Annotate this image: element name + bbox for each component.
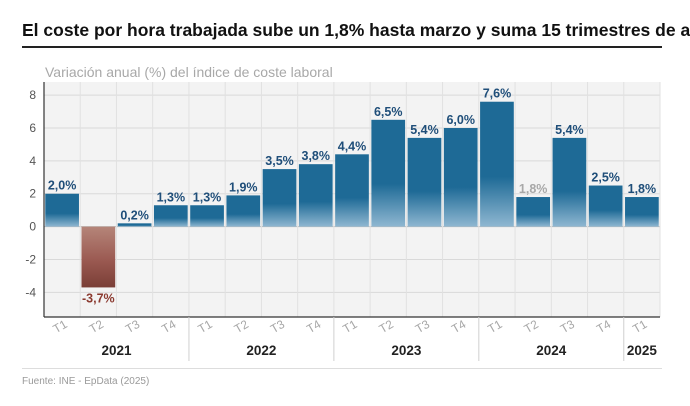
- data-label: 5,4%: [410, 123, 439, 137]
- data-label: -3,7%: [82, 291, 115, 305]
- x-tick-label: T4: [159, 317, 178, 336]
- bar: [443, 128, 478, 227]
- x-tick-label: T2: [522, 317, 541, 336]
- data-label: 2,5%: [591, 171, 620, 185]
- x-tick-label: T1: [485, 317, 504, 336]
- data-label: 4,4%: [338, 139, 367, 153]
- bar: [371, 119, 406, 227]
- data-label: 1,3%: [157, 190, 186, 204]
- x-tick-label: T1: [195, 317, 214, 336]
- y-tick-label: -2: [25, 252, 36, 266]
- x-tick-label: T1: [340, 317, 359, 336]
- data-label: 0,2%: [120, 208, 149, 222]
- data-label: 6,0%: [446, 113, 475, 127]
- data-label: 2,0%: [48, 179, 77, 193]
- bar: [262, 169, 297, 227]
- bar: [226, 195, 261, 227]
- bar: [117, 223, 152, 227]
- data-label: 7,6%: [483, 87, 512, 101]
- x-tick-label: T2: [377, 317, 396, 336]
- bar: [480, 101, 514, 227]
- year-label: 2024: [536, 343, 567, 358]
- bar: [552, 137, 587, 227]
- x-tick-label: T1: [630, 317, 649, 336]
- year-label: 2021: [101, 343, 132, 358]
- y-tick-label: 8: [29, 88, 36, 102]
- footer-rule: [22, 368, 662, 369]
- x-tick-label: T1: [51, 317, 70, 336]
- year-label: 2025: [627, 343, 658, 358]
- bar: [516, 197, 551, 227]
- source-note: Fuente: INE - EpData (2025): [22, 376, 150, 387]
- bar: [335, 154, 369, 227]
- x-tick-label: T4: [594, 317, 613, 336]
- bar: [298, 164, 333, 227]
- y-tick-label: 6: [29, 121, 36, 135]
- bar: [45, 193, 79, 227]
- y-tick-label: -4: [25, 285, 36, 299]
- y-tick-label: 2: [29, 187, 36, 201]
- title-rule: [22, 46, 662, 48]
- x-tick-label: T3: [123, 317, 142, 336]
- year-label: 2022: [246, 343, 276, 358]
- year-label: 2023: [391, 343, 422, 358]
- x-tick-label: T2: [232, 317, 251, 336]
- x-tick-label: T4: [449, 317, 468, 336]
- data-label: 1,8%: [519, 182, 548, 196]
- bar: [625, 197, 659, 227]
- x-tick-label: T3: [413, 317, 432, 336]
- chart-subtitle: Variación anual (%) del índice de coste …: [45, 64, 333, 80]
- data-label: 5,4%: [555, 123, 584, 137]
- x-tick-label: T2: [87, 317, 106, 336]
- bar: [407, 137, 442, 227]
- data-label: 1,8%: [628, 182, 657, 196]
- chart-title: El coste por hora trabajada sube un 1,8%…: [22, 20, 690, 40]
- data-label: 3,8%: [302, 149, 331, 163]
- bar: [81, 226, 116, 288]
- data-label: 3,5%: [265, 154, 294, 168]
- x-tick-label: T3: [558, 317, 577, 336]
- data-label: 1,9%: [229, 180, 258, 194]
- bar: [588, 185, 623, 227]
- y-tick-label: 0: [29, 220, 36, 234]
- bar: [153, 205, 188, 227]
- y-tick-label: 4: [29, 154, 36, 168]
- bar: [190, 205, 224, 227]
- data-label: 1,3%: [193, 190, 222, 204]
- x-tick-label: T3: [268, 317, 287, 336]
- x-tick-label: T4: [304, 317, 323, 336]
- data-label: 6,5%: [374, 105, 403, 119]
